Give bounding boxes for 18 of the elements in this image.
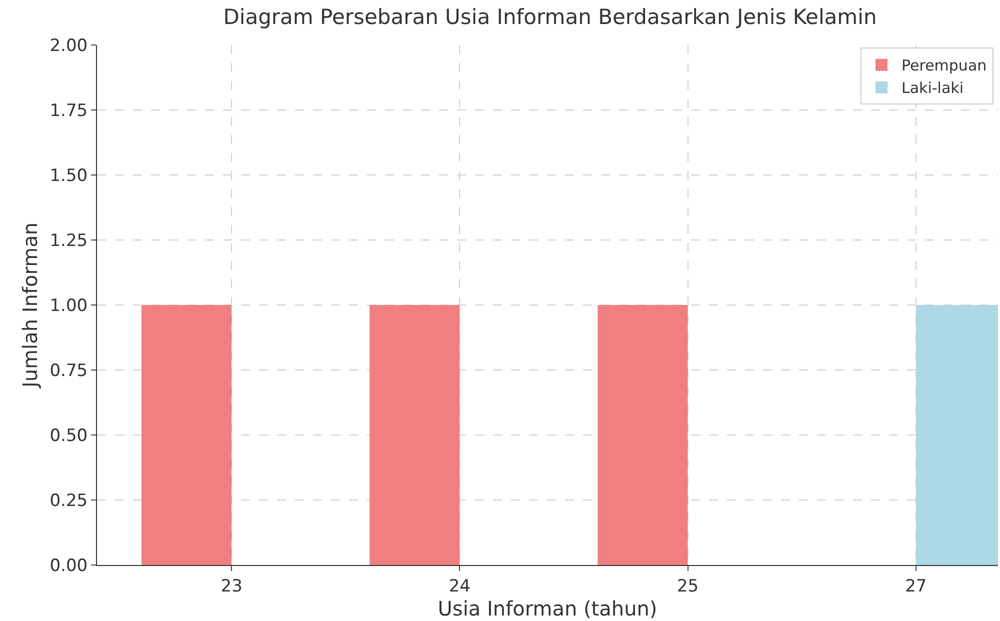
- legend-label: Laki-laki: [901, 79, 964, 98]
- y-tick-label: 0.25: [50, 490, 88, 511]
- x-tick-label: 25: [676, 576, 699, 596]
- y-tick-label: 1.50: [50, 166, 88, 186]
- legend-label: Perempuan: [901, 56, 987, 75]
- x-tick-label: 24: [448, 576, 470, 596]
- y-axis-title: Jumlah Informan: [18, 222, 42, 390]
- y-tick-label: 0.00: [50, 556, 88, 576]
- x-tick-label: 23: [220, 576, 242, 596]
- y-tick-label: 1.00: [50, 296, 88, 316]
- y-tick-label: 0.50: [50, 426, 88, 446]
- y-tick-label: 2.00: [50, 36, 88, 56]
- y-tick-label: 1.75: [50, 100, 88, 121]
- x-axis-title: Usia Informan (tahun): [438, 596, 658, 620]
- x-tick-label: 27: [905, 576, 927, 596]
- chart-title: Diagram Persebaran Usia Informan Berdasarkan Jenis Kelamin: [223, 5, 877, 30]
- y-tick-label: 0.75: [50, 360, 88, 381]
- y-tick-label: 1.25: [50, 230, 88, 251]
